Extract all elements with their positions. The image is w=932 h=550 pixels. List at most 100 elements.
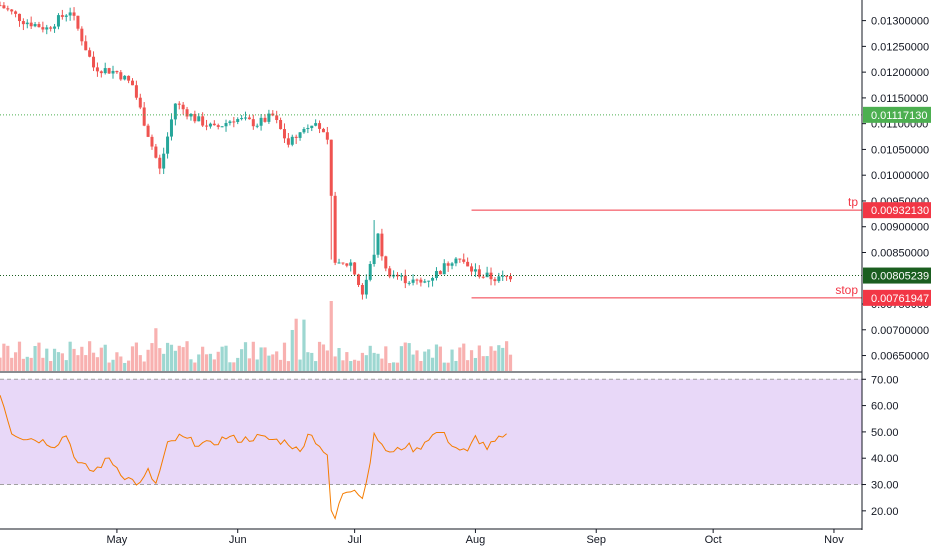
volume-bar [263,347,267,371]
candle-body [470,266,474,272]
volume-bar [247,358,252,371]
rsi-tick-label: 20.00 [871,506,899,518]
volume-bar [415,350,419,371]
volume-bar [423,351,427,371]
candle-body [72,12,76,16]
volume-bar [294,318,298,371]
candle-body [434,271,438,279]
volume-bar [193,362,197,371]
candle-body [2,5,6,9]
candle-body [294,136,298,138]
time-tick-label: Sep [586,534,606,546]
candle-body [462,259,466,262]
time-tick-label: May [107,534,128,546]
price-tick-label: 0.01300000 [871,16,929,28]
volume-bar [407,343,411,371]
volume-bar [329,301,333,371]
volume-bar [493,350,497,371]
candle-body [251,119,255,127]
candle-body [372,254,376,265]
candle-body [99,71,103,74]
volume-bar [240,349,244,371]
price-pane: tp stop [0,1,862,371]
candle-body [111,70,115,74]
candle-body [130,80,134,86]
volume-bar [384,346,388,371]
volume-bar [508,354,513,371]
price-tag-text-upper: 0.01117130 [871,110,927,122]
volume-bar [224,345,228,371]
candle-body [431,278,435,281]
volume-bar [99,347,103,371]
volume-bar [49,361,53,371]
candle-body [267,113,271,122]
candle-body [88,50,92,57]
price-tick-label: 0.00850000 [871,247,929,259]
price-tag-text-stop: 0.00761947 [871,293,929,305]
volume-bar [255,359,259,371]
time-tick-label: Oct [705,534,722,546]
candle-body [201,116,205,126]
candle-body [497,276,501,282]
candle-body [92,56,96,68]
candle-body [177,103,181,105]
candle-body [37,24,41,28]
time-tick-label: Nov [824,534,844,546]
price-tick-label: 0.00900000 [871,222,929,234]
candle-body [64,15,68,17]
volume-bar [388,362,392,371]
candle-body [419,279,423,283]
volume-bar [76,355,80,371]
candle-body [228,121,232,124]
volume-bar [2,343,6,371]
volume-bar [458,347,462,371]
volume-bar [345,352,349,371]
candle-body [29,22,33,27]
volume-bar [216,351,220,371]
candle-body [193,113,197,122]
candle-body [146,125,150,137]
rsi-tick-label: 30.00 [871,480,899,492]
volume-bar [220,346,224,371]
volume-bar [353,359,357,371]
candle-body [403,275,407,284]
volume-bar [29,357,33,371]
candle-body [33,24,37,27]
volume-bar [434,344,439,371]
candle-body [376,233,380,255]
volume-bar [138,355,142,371]
candle-body [115,70,119,73]
volume-bar [127,360,131,371]
candle-body [415,279,419,281]
candle-body [150,136,154,147]
volume-bar [489,346,493,371]
candle-body [134,85,138,98]
candle-body [103,68,107,74]
volume-bar [395,362,400,371]
volume-bar [60,353,64,371]
volume-bar [321,344,326,371]
volume-bar [430,357,435,371]
volume-bar [177,345,181,371]
candle-body [399,275,403,277]
rsi-line [0,395,507,521]
candle-body [68,12,72,16]
volume-bar [162,353,166,371]
rsi-pane [0,378,862,521]
candle-body [407,282,411,284]
candle-body [395,274,399,277]
time-tick-label: Aug [466,534,486,546]
volume-bar [267,355,271,371]
candle-body [41,27,45,30]
volume-bar [232,362,236,371]
volume-bar [17,341,22,371]
candle-body [298,132,302,138]
candle-body [21,21,25,25]
candle-body [341,262,345,264]
candle-body [49,27,53,29]
candle-body [56,15,60,27]
volume-bar [154,328,158,371]
volume-bar [13,352,18,371]
volume-bar [275,351,279,371]
